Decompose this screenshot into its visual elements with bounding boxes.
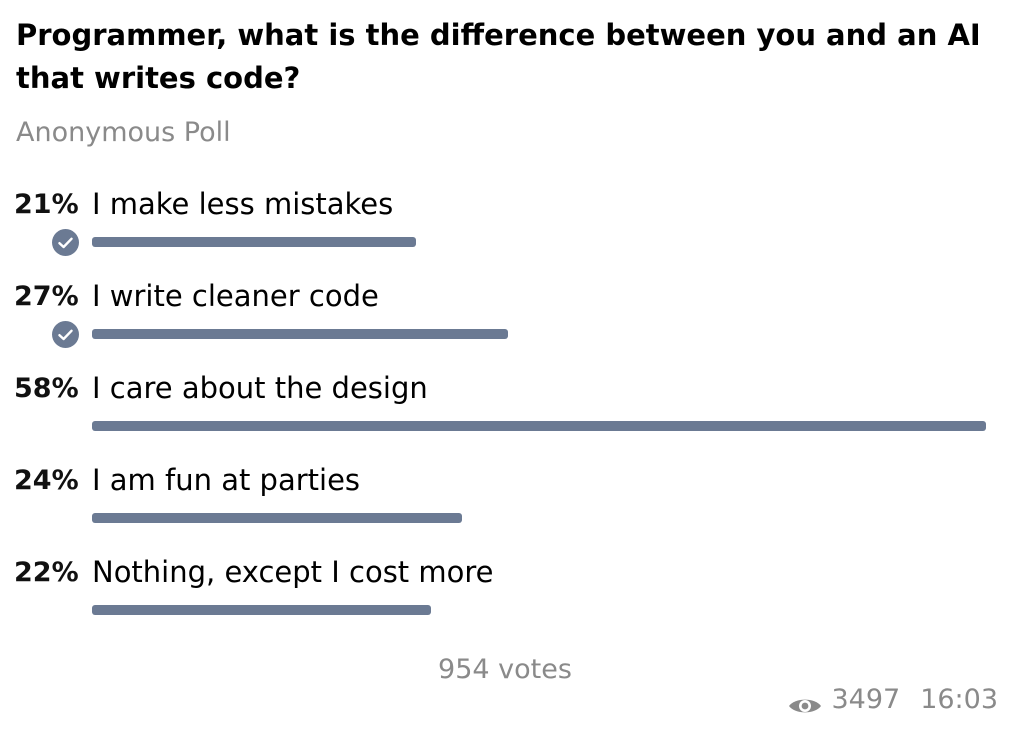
poll-option[interactable]: 22% Nothing, except I cost more [0, 550, 1016, 642]
option-result-track [92, 421, 986, 431]
poll-question: Programmer, what is the difference betwe… [16, 18, 981, 95]
option-result-track [92, 237, 986, 247]
option-text: I write cleaner code [92, 279, 379, 313]
option-result-bar [92, 513, 462, 523]
option-percent: 21% [14, 189, 79, 220]
option-text: I care about the design [92, 371, 428, 405]
option-result-track [92, 605, 986, 615]
check-icon [52, 321, 79, 348]
option-text: Nothing, except I cost more [92, 555, 494, 589]
option-result-track [92, 513, 986, 523]
eye-icon [787, 689, 823, 713]
option-percent: 24% [14, 465, 79, 496]
option-percent: 22% [14, 557, 79, 588]
option-result-bar [92, 329, 509, 339]
option-text: I am fun at parties [92, 463, 361, 497]
poll-option[interactable]: 24% I am fun at parties [0, 458, 1016, 550]
option-result-bar [92, 605, 432, 615]
option-result-bar [92, 237, 416, 247]
option-text: I make less mistakes [92, 187, 394, 221]
vote-count: 954 votes [438, 654, 572, 685]
view-count: 3497 [831, 684, 901, 715]
poll-type-label: Anonymous Poll [16, 117, 231, 148]
message-meta: 3497 16:03 [787, 680, 998, 720]
poll-option[interactable]: 27% I write cleaner code [0, 274, 1016, 366]
poll-options: 21% I make less mistakes 27% I write cle… [0, 182, 1016, 642]
option-result-bar [92, 421, 986, 431]
option-percent: 27% [14, 281, 79, 312]
check-icon [52, 229, 79, 256]
poll-option[interactable]: 58% I care about the design [0, 366, 1016, 458]
option-percent: 58% [14, 373, 79, 404]
option-result-track [92, 329, 986, 339]
message-time: 16:03 [920, 684, 998, 715]
poll-option[interactable]: 21% I make less mistakes [0, 182, 1016, 274]
